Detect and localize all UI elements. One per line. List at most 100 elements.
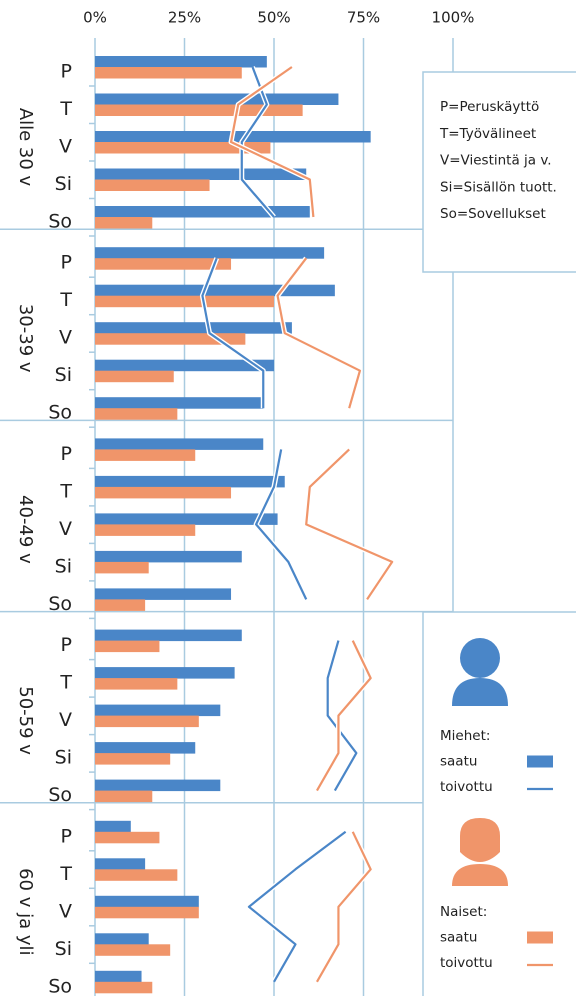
- bar: [95, 486, 232, 499]
- category-label: T: [59, 289, 72, 311]
- category-label: Si: [55, 364, 72, 386]
- marks: [95, 56, 395, 994]
- key-text: V=Viestintä ja v.: [440, 153, 552, 169]
- category-label: P: [61, 61, 72, 83]
- line: [276, 257, 362, 409]
- bar: [95, 179, 210, 191]
- category-label: T: [59, 480, 72, 502]
- bar: [95, 513, 278, 525]
- bar: [95, 667, 235, 679]
- bar: [95, 944, 171, 956]
- bar: [95, 475, 285, 488]
- bar: [95, 981, 153, 994]
- bar: [95, 906, 199, 919]
- bar: [95, 438, 264, 450]
- key-text: P=Peruskäyttö: [440, 99, 539, 115]
- bar: [95, 333, 246, 345]
- legend-swatch: [527, 931, 553, 944]
- bar: [95, 790, 153, 803]
- legend: Miehet: saatu toivottu Naiset: saatu toivottu: [440, 728, 553, 971]
- bar: [95, 168, 307, 180]
- legend-item: toivottu: [440, 779, 493, 795]
- x-tick-label: 25%: [168, 9, 201, 27]
- legend-group: Miehet:: [440, 728, 490, 744]
- legend-item: saatu: [440, 930, 477, 946]
- x-tick-label: 75%: [347, 9, 380, 27]
- bar: [95, 588, 232, 600]
- bar: [95, 408, 178, 420]
- category-label: Si: [55, 747, 72, 769]
- bar: [95, 322, 292, 334]
- bar: [95, 678, 178, 690]
- bar: [95, 284, 335, 297]
- bar: [95, 779, 221, 792]
- bar: [95, 753, 171, 765]
- x-tick-label: 0%: [83, 9, 107, 27]
- category-label: So: [48, 211, 72, 233]
- category-label: P: [61, 252, 72, 274]
- bar: [95, 742, 196, 754]
- category-label: So: [48, 402, 72, 424]
- category-label: Si: [55, 938, 72, 960]
- bar: [95, 550, 242, 563]
- line: [229, 66, 315, 218]
- bar: [95, 933, 149, 945]
- group-label: 40-49 v: [15, 495, 36, 564]
- category-label: V: [59, 900, 72, 922]
- bar: [95, 820, 131, 833]
- x-tick-label: 50%: [257, 9, 290, 27]
- category-label: So: [48, 784, 72, 806]
- category-label: P: [61, 825, 72, 847]
- legend-item: saatu: [440, 754, 477, 770]
- category-label: V: [59, 327, 72, 349]
- line: [255, 449, 308, 600]
- group-label: Alle 30 v: [15, 108, 36, 187]
- bar: [95, 397, 264, 409]
- bar: [95, 858, 146, 870]
- bar: [95, 217, 153, 229]
- category-label: V: [59, 136, 72, 158]
- bar: [95, 561, 149, 574]
- line: [316, 640, 372, 792]
- bar: [95, 869, 178, 881]
- group-label: 50-59 v: [15, 686, 36, 755]
- x-tick-label: 100%: [432, 9, 475, 27]
- bar: [95, 629, 242, 642]
- category-label: So: [48, 593, 72, 615]
- category-label: P: [61, 443, 72, 465]
- line: [240, 66, 275, 218]
- key-text: So=Sovellukset: [440, 206, 546, 222]
- line: [316, 831, 372, 983]
- bar: [95, 206, 310, 218]
- bar: [95, 67, 242, 79]
- category-label: V: [59, 709, 72, 731]
- legend-group: Naiset:: [440, 904, 487, 920]
- key-box: [422, 71, 576, 273]
- bar: [95, 359, 274, 372]
- line-outline: [303, 447, 395, 601]
- bar: [95, 970, 142, 983]
- line: [247, 830, 347, 983]
- category-label: Si: [55, 555, 72, 577]
- bar: [95, 247, 325, 259]
- bar: [95, 93, 339, 105]
- bar: [95, 895, 199, 908]
- bar: [95, 295, 274, 308]
- legend-swatch: [527, 755, 553, 768]
- group-label: 60 v ja yli: [15, 868, 36, 955]
- legend-item: toivottu: [440, 955, 493, 971]
- key: P=Peruskäyttö T=Työvälineet V=Viestintä ja…: [439, 99, 557, 222]
- bar: [95, 599, 146, 611]
- bar: [95, 524, 196, 536]
- bar: [95, 104, 303, 116]
- bar: [95, 370, 174, 383]
- line: [305, 448, 394, 601]
- category-label: V: [59, 518, 72, 540]
- line: [326, 640, 358, 792]
- bar: [95, 640, 160, 653]
- bar: [95, 56, 267, 68]
- bar: [95, 449, 196, 461]
- bar: [95, 715, 199, 728]
- key-text: T=Työvälineet: [439, 126, 536, 142]
